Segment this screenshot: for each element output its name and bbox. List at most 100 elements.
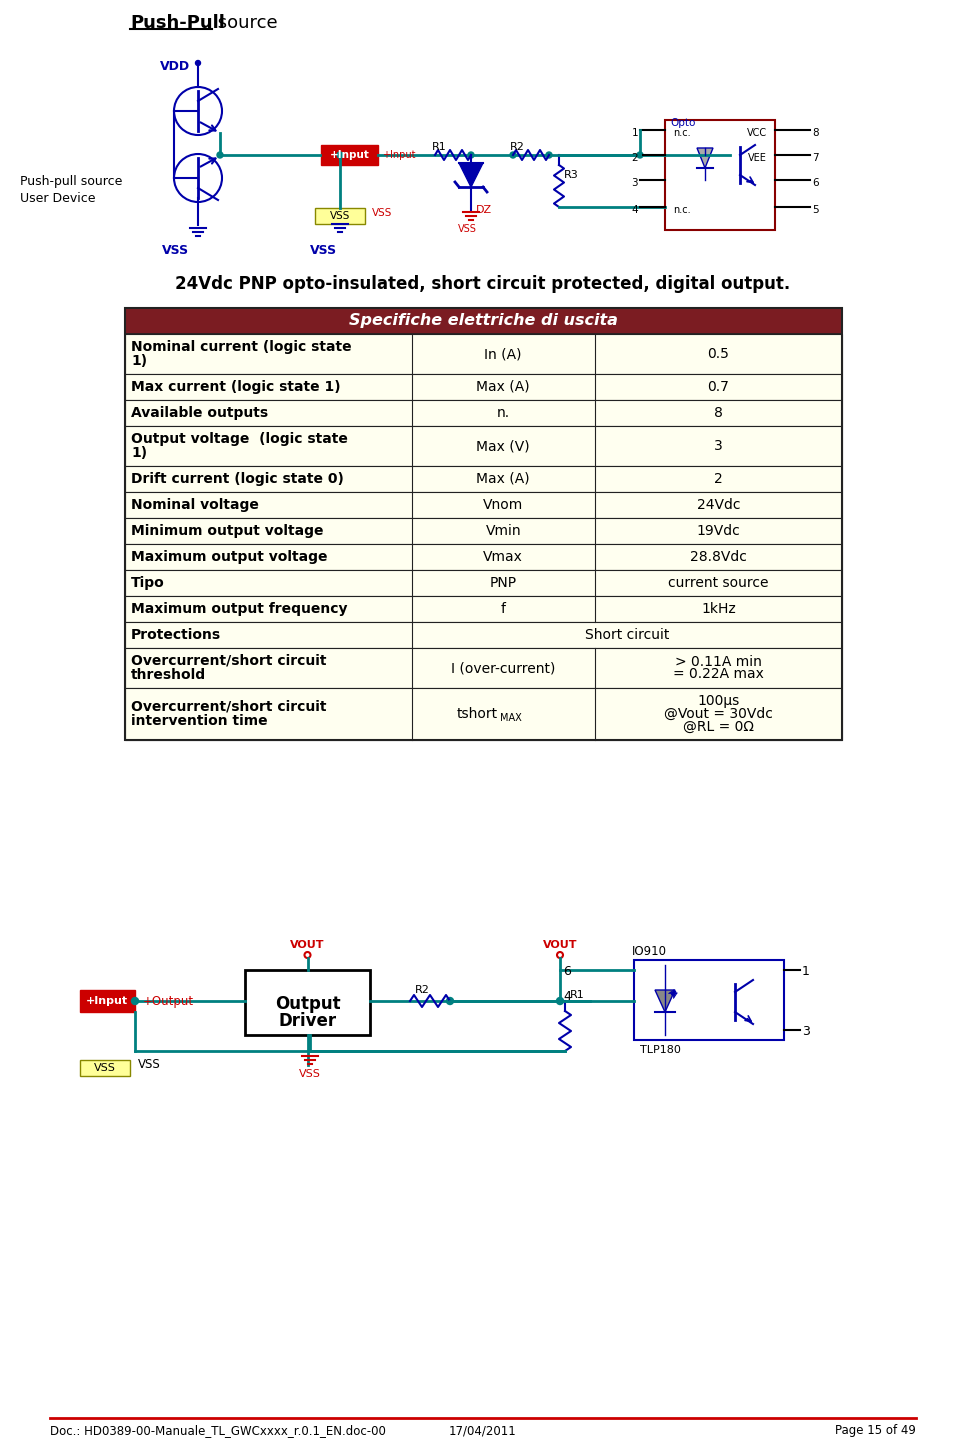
Text: MAX: MAX xyxy=(500,713,522,723)
Text: tshort: tshort xyxy=(457,707,498,722)
Text: VOUT: VOUT xyxy=(290,939,325,950)
Text: 1kHz: 1kHz xyxy=(701,603,736,616)
FancyBboxPatch shape xyxy=(125,688,842,741)
Text: Vmin: Vmin xyxy=(485,524,521,539)
FancyBboxPatch shape xyxy=(315,208,365,224)
Text: threshold: threshold xyxy=(131,668,206,682)
Polygon shape xyxy=(459,163,483,187)
Text: Tipo: Tipo xyxy=(131,576,165,590)
Text: VOUT: VOUT xyxy=(543,939,578,950)
Text: VCC: VCC xyxy=(747,128,767,138)
FancyBboxPatch shape xyxy=(321,145,378,166)
Text: Max (V): Max (V) xyxy=(476,439,530,453)
Circle shape xyxy=(468,152,474,158)
Text: +Input: +Input xyxy=(329,150,369,160)
FancyBboxPatch shape xyxy=(125,648,842,688)
Text: Minimum output voltage: Minimum output voltage xyxy=(131,524,324,539)
Text: 1): 1) xyxy=(131,446,147,460)
Text: source: source xyxy=(212,15,277,32)
Text: Vmax: Vmax xyxy=(483,550,524,563)
Circle shape xyxy=(637,152,643,158)
Text: R3: R3 xyxy=(564,170,579,180)
Text: 5: 5 xyxy=(812,205,818,215)
Text: Specifiche elettriche di uscita: Specifiche elettriche di uscita xyxy=(349,314,618,328)
Text: Overcurrent/short circuit: Overcurrent/short circuit xyxy=(131,653,327,668)
Text: +Input: +Input xyxy=(382,150,415,160)
Text: IO910: IO910 xyxy=(632,945,667,958)
Text: VSS: VSS xyxy=(310,244,337,257)
Circle shape xyxy=(195,61,201,65)
Circle shape xyxy=(510,152,516,158)
Text: Protections: Protections xyxy=(131,629,221,642)
Text: Push-Pull: Push-Pull xyxy=(130,15,225,32)
Circle shape xyxy=(556,998,563,1005)
Text: VEE: VEE xyxy=(748,152,767,163)
Text: 0.7: 0.7 xyxy=(707,380,729,393)
Circle shape xyxy=(446,998,453,1005)
Text: 8: 8 xyxy=(812,128,818,138)
FancyBboxPatch shape xyxy=(125,399,842,425)
FancyBboxPatch shape xyxy=(125,425,842,466)
Text: Available outputs: Available outputs xyxy=(131,407,269,420)
Text: Max (A): Max (A) xyxy=(476,472,530,486)
FancyBboxPatch shape xyxy=(125,492,842,518)
Text: R1: R1 xyxy=(432,142,446,152)
Text: 24Vdc: 24Vdc xyxy=(696,498,740,513)
Text: Push-pull source: Push-pull source xyxy=(20,176,123,187)
Circle shape xyxy=(546,152,552,158)
Text: Output: Output xyxy=(274,995,340,1013)
Text: R2: R2 xyxy=(415,984,430,995)
Text: 4: 4 xyxy=(563,990,571,1003)
FancyBboxPatch shape xyxy=(125,621,842,648)
FancyBboxPatch shape xyxy=(634,960,784,1040)
Text: VSS: VSS xyxy=(299,1069,321,1079)
Text: Max current (logic state 1): Max current (logic state 1) xyxy=(131,380,341,393)
Text: R2: R2 xyxy=(510,142,525,152)
Text: f: f xyxy=(500,603,506,616)
Text: current source: current source xyxy=(668,576,769,590)
Text: 3: 3 xyxy=(632,179,638,187)
Text: n.c.: n.c. xyxy=(673,128,691,138)
Bar xyxy=(125,308,842,741)
Text: 17/04/2011: 17/04/2011 xyxy=(449,1424,517,1437)
Text: R1: R1 xyxy=(570,990,584,1000)
Text: VSS: VSS xyxy=(329,211,351,221)
Text: Maximum output voltage: Maximum output voltage xyxy=(131,550,327,563)
Text: @Vout = 30Vdc: @Vout = 30Vdc xyxy=(664,707,773,722)
Text: Output voltage  (logic state: Output voltage (logic state xyxy=(131,433,348,446)
Polygon shape xyxy=(697,148,713,168)
Text: VSS: VSS xyxy=(94,1063,116,1073)
Text: > 0.11A min: > 0.11A min xyxy=(675,655,762,668)
Text: 3: 3 xyxy=(714,439,723,453)
Text: 6: 6 xyxy=(812,179,818,187)
Text: +Input: +Input xyxy=(86,996,128,1006)
FancyBboxPatch shape xyxy=(245,970,370,1035)
Text: 2: 2 xyxy=(714,472,723,486)
FancyBboxPatch shape xyxy=(125,466,842,492)
FancyBboxPatch shape xyxy=(80,1060,130,1076)
Text: Page 15 of 49: Page 15 of 49 xyxy=(836,1424,916,1437)
Text: VDD: VDD xyxy=(160,60,190,73)
FancyBboxPatch shape xyxy=(125,544,842,571)
Text: intervention time: intervention time xyxy=(131,714,268,727)
Text: TLP180: TLP180 xyxy=(640,1045,681,1056)
Text: Doc.: HD0389-00-Manuale_TL_GWCxxxx_r.0.1_EN.doc-00: Doc.: HD0389-00-Manuale_TL_GWCxxxx_r.0.1… xyxy=(50,1424,385,1437)
Text: +Output: +Output xyxy=(143,995,194,1008)
Text: Nominal current (logic state: Nominal current (logic state xyxy=(131,340,352,354)
Text: 4: 4 xyxy=(632,205,638,215)
Text: VSS: VSS xyxy=(162,244,189,257)
Text: VSS: VSS xyxy=(372,208,392,218)
Text: 1: 1 xyxy=(632,128,638,138)
Text: @RL = 0Ω: @RL = 0Ω xyxy=(683,720,753,735)
Text: Drift current (logic state 0): Drift current (logic state 0) xyxy=(131,472,344,486)
Text: In (A): In (A) xyxy=(485,347,522,362)
Text: DZ: DZ xyxy=(476,205,492,215)
Text: VSS: VSS xyxy=(138,1059,160,1072)
Text: Driver: Driver xyxy=(278,1012,336,1029)
Text: 2: 2 xyxy=(632,152,638,163)
Text: Short circuit: Short circuit xyxy=(584,629,669,642)
Text: Nominal voltage: Nominal voltage xyxy=(131,498,259,513)
FancyBboxPatch shape xyxy=(125,334,842,375)
Text: Opto: Opto xyxy=(670,118,696,128)
Text: 6: 6 xyxy=(563,966,571,979)
